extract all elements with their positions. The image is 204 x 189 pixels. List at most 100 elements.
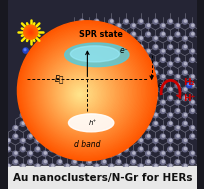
Circle shape: [176, 75, 178, 78]
Circle shape: [130, 151, 135, 156]
Circle shape: [24, 49, 26, 51]
Circle shape: [29, 31, 32, 33]
Circle shape: [160, 32, 164, 37]
Ellipse shape: [47, 57, 119, 129]
Circle shape: [123, 70, 128, 75]
Circle shape: [13, 125, 18, 130]
Circle shape: [154, 62, 156, 65]
Circle shape: [167, 96, 172, 101]
Circle shape: [73, 152, 76, 154]
Circle shape: [152, 87, 157, 92]
Circle shape: [139, 96, 142, 99]
Circle shape: [125, 113, 127, 116]
Circle shape: [42, 108, 47, 113]
Circle shape: [108, 36, 113, 41]
Circle shape: [147, 75, 149, 78]
Circle shape: [29, 126, 32, 129]
Circle shape: [44, 126, 47, 129]
Circle shape: [81, 147, 83, 150]
Circle shape: [64, 164, 69, 169]
Circle shape: [72, 160, 76, 164]
Circle shape: [66, 113, 68, 116]
Circle shape: [35, 96, 40, 101]
Circle shape: [174, 108, 179, 113]
Circle shape: [24, 26, 37, 38]
Circle shape: [139, 147, 142, 150]
Circle shape: [72, 151, 76, 156]
Circle shape: [167, 36, 172, 41]
Circle shape: [132, 152, 134, 154]
Circle shape: [94, 70, 98, 75]
Ellipse shape: [17, 21, 156, 161]
Circle shape: [154, 71, 156, 73]
Circle shape: [62, 30, 64, 32]
Circle shape: [37, 96, 39, 99]
Circle shape: [108, 138, 113, 143]
Circle shape: [81, 62, 83, 65]
Circle shape: [176, 58, 178, 61]
Circle shape: [125, 122, 127, 124]
Circle shape: [167, 138, 172, 143]
Circle shape: [161, 50, 164, 52]
Circle shape: [123, 87, 128, 92]
Circle shape: [186, 83, 191, 88]
Circle shape: [101, 150, 103, 152]
Circle shape: [28, 151, 32, 156]
Circle shape: [79, 113, 84, 118]
Circle shape: [117, 50, 120, 52]
Circle shape: [51, 164, 54, 167]
Circle shape: [161, 152, 164, 154]
Circle shape: [145, 74, 150, 79]
Circle shape: [57, 100, 62, 105]
Circle shape: [88, 56, 93, 61]
Circle shape: [110, 45, 112, 48]
Circle shape: [88, 58, 90, 61]
Circle shape: [95, 20, 98, 22]
Circle shape: [103, 101, 105, 103]
Circle shape: [72, 74, 76, 79]
Circle shape: [123, 164, 128, 169]
Circle shape: [94, 87, 98, 92]
Circle shape: [169, 20, 171, 22]
Circle shape: [110, 71, 112, 73]
Circle shape: [161, 101, 164, 103]
Ellipse shape: [24, 28, 149, 154]
Circle shape: [117, 152, 120, 154]
Circle shape: [147, 84, 149, 86]
Circle shape: [174, 23, 179, 28]
Circle shape: [72, 49, 76, 54]
Circle shape: [145, 125, 150, 130]
Circle shape: [147, 33, 149, 35]
Circle shape: [130, 100, 135, 105]
Circle shape: [161, 160, 164, 163]
Circle shape: [125, 147, 127, 150]
Circle shape: [101, 108, 106, 113]
Circle shape: [189, 151, 194, 156]
Circle shape: [110, 96, 112, 99]
Circle shape: [73, 24, 76, 26]
Circle shape: [103, 126, 105, 129]
Ellipse shape: [27, 32, 145, 151]
Circle shape: [174, 32, 179, 37]
Circle shape: [189, 49, 194, 54]
Circle shape: [137, 113, 142, 118]
Circle shape: [183, 139, 186, 141]
Circle shape: [73, 84, 76, 86]
Circle shape: [15, 152, 17, 154]
Ellipse shape: [64, 76, 99, 111]
Circle shape: [42, 151, 47, 156]
Circle shape: [6, 164, 10, 169]
Circle shape: [161, 126, 164, 129]
Circle shape: [137, 164, 142, 169]
Circle shape: [169, 96, 171, 99]
Circle shape: [132, 126, 134, 129]
Circle shape: [191, 84, 193, 86]
Circle shape: [174, 83, 179, 88]
Circle shape: [154, 45, 156, 48]
Circle shape: [183, 45, 186, 48]
Circle shape: [94, 62, 98, 67]
Circle shape: [81, 88, 83, 90]
Circle shape: [182, 138, 186, 143]
Circle shape: [30, 32, 31, 33]
Circle shape: [132, 33, 134, 35]
